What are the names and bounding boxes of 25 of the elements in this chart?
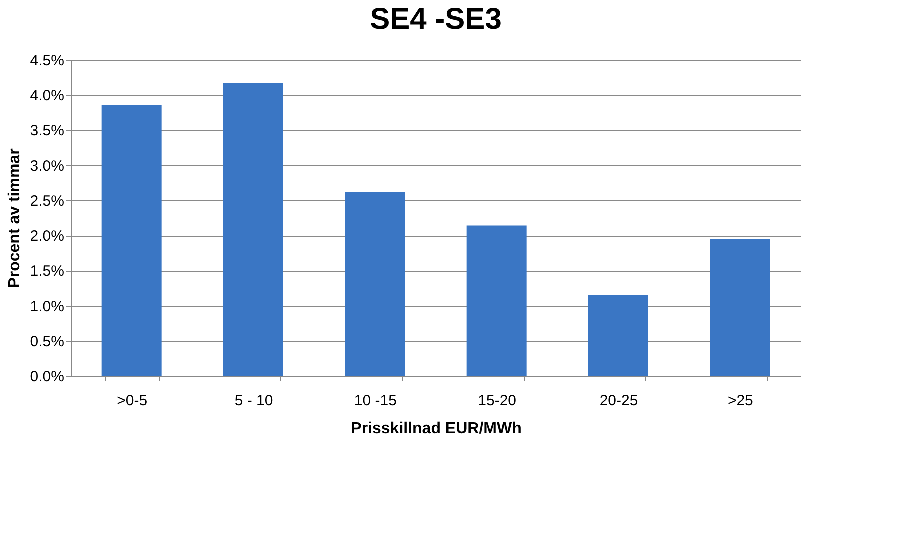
x-tick-label: >0-5 bbox=[117, 392, 148, 410]
y-axis-title: Procent av timmar bbox=[6, 148, 24, 288]
bar bbox=[710, 239, 770, 376]
y-tick-label: 0.0% bbox=[30, 368, 64, 386]
x-tick-label: 10 -15 bbox=[354, 392, 397, 410]
y-tick-label: 4.0% bbox=[30, 88, 64, 105]
y-tick-label: 0.5% bbox=[30, 333, 64, 350]
y-tick-label: 4.5% bbox=[30, 52, 64, 70]
bar bbox=[102, 104, 162, 376]
y-tick-label: 2.5% bbox=[30, 192, 64, 210]
bar bbox=[345, 192, 406, 376]
y-tick-label: 2.0% bbox=[30, 228, 64, 246]
x-tick-label: 20-25 bbox=[600, 392, 638, 410]
x-axis-title: Prisskillnad EUR/MWh bbox=[351, 420, 522, 438]
x-tick-label: >25 bbox=[728, 392, 754, 410]
y-tick-label: 1.0% bbox=[30, 298, 64, 316]
y-tick-label: 3.0% bbox=[30, 158, 64, 175]
y-tick-label: 3.5% bbox=[30, 122, 64, 140]
bar bbox=[588, 295, 648, 376]
bar bbox=[466, 226, 527, 376]
x-tick-label: 15-20 bbox=[478, 392, 517, 410]
x-tick-label: 5 - 10 bbox=[234, 392, 274, 410]
y-tick-label: 1.5% bbox=[30, 263, 64, 280]
bar bbox=[224, 83, 284, 376]
chart-title: SE4 -SE3 bbox=[370, 3, 502, 36]
